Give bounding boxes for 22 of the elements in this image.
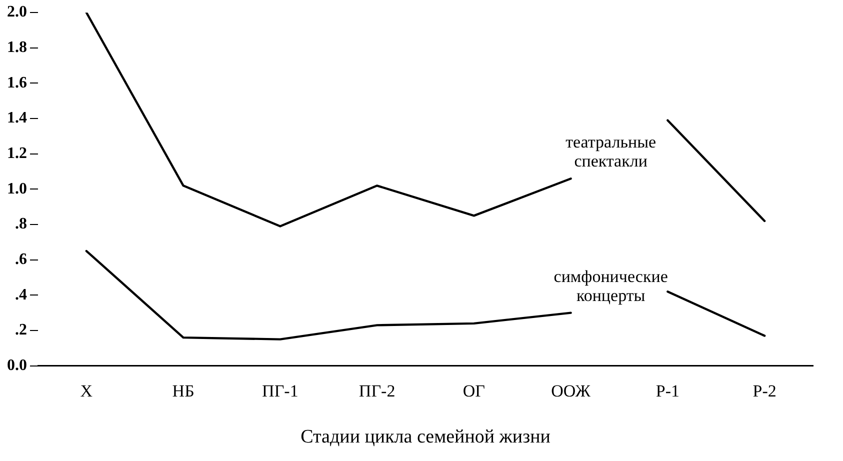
x-tick-label: ОГ — [462, 381, 486, 400]
x-axis-title: Стадии цикла семейной жизни — [300, 426, 550, 448]
x-tick-label: Р-1 — [656, 381, 680, 400]
series-label: симфонические концерты — [554, 266, 668, 305]
y-tick-label: .2 — [15, 322, 27, 339]
series-label: театральные спектакли — [566, 132, 656, 171]
x-tick-label: Х — [80, 381, 93, 400]
y-tick-label: 1.6 — [7, 74, 27, 92]
x-tick-label: ООЖ — [551, 381, 592, 400]
y-tick-label: 1.4 — [7, 110, 27, 127]
y-tick-label: .8 — [15, 216, 27, 233]
y-tick-label: 1.0 — [7, 180, 27, 198]
x-tick-label: Р-2 — [752, 381, 776, 400]
y-tick-label: 0.0 — [7, 356, 27, 374]
y-tick-label: .4 — [15, 286, 27, 304]
x-tick-label: ПГ-1 — [262, 381, 298, 400]
y-tick-label: 1.8 — [7, 39, 27, 56]
x-tick-label: ПГ-2 — [358, 381, 396, 400]
y-tick-label: 1.2 — [7, 145, 27, 162]
x-tick-label: НБ — [172, 381, 194, 400]
y-tick-label: .6 — [15, 250, 27, 268]
y-tick-label: 2.0 — [7, 4, 27, 21]
